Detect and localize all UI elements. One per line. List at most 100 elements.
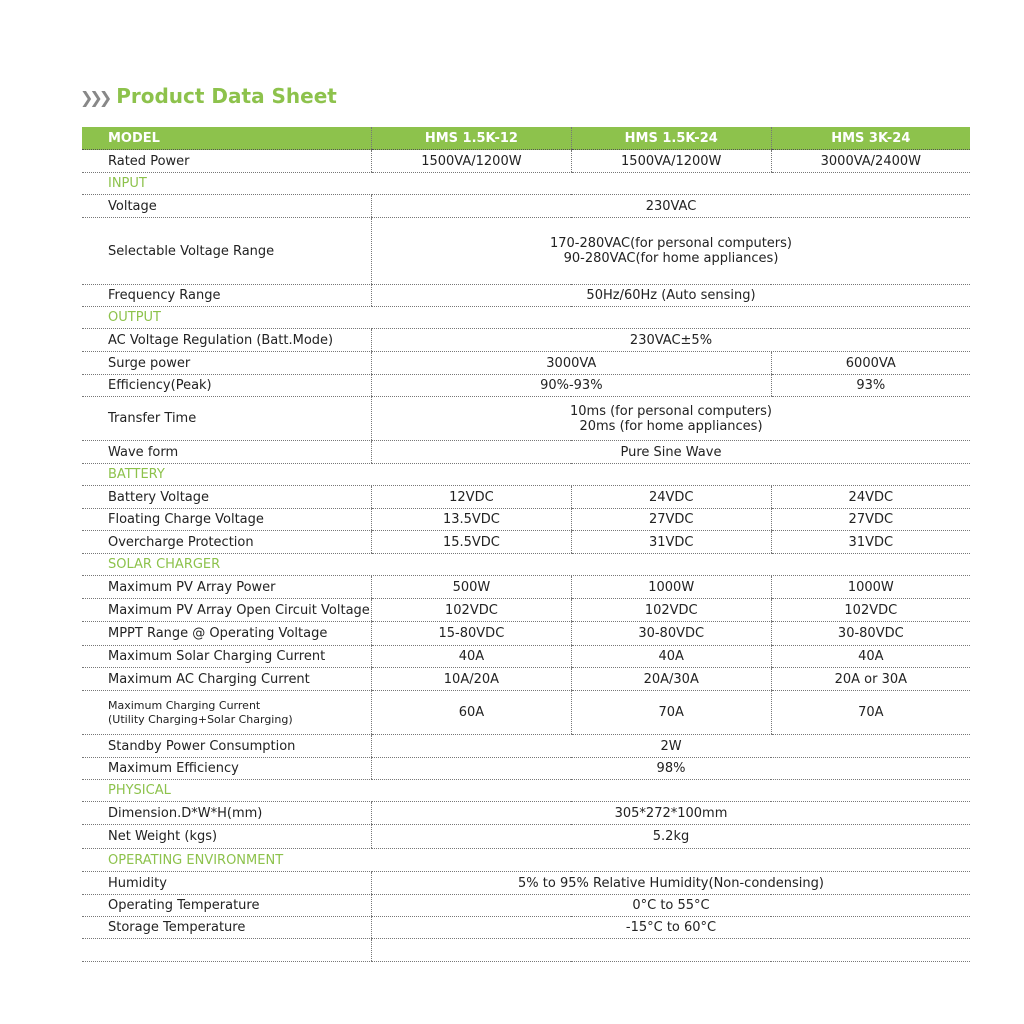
row-label: Frequency Range (82, 284, 372, 307)
row-label: MPPT Range @ Operating Voltage (82, 621, 372, 646)
section-row: OUTPUT (82, 306, 970, 329)
table-row: Humidity 5% to 95% Relative Humidity(Non-… (82, 871, 970, 895)
table-row: Maximum PV Array Power 500W 1000W 1000W (82, 575, 970, 599)
cell-value: 102VDC (570, 598, 772, 622)
cell-value: 15-80VDC (371, 621, 572, 646)
cell-value: 98% (371, 757, 970, 780)
cell-value (371, 938, 970, 962)
cell-value: 170-280VAC(for personal computers) 90-28… (371, 217, 970, 285)
cell-value: 6000VA (770, 351, 970, 375)
cell-value: 10ms (for personal computers) 20ms (for … (371, 396, 970, 441)
cell-value: 30-80VDC (770, 621, 970, 646)
table-row: Maximum Solar Charging Current 40A 40A 40A (82, 645, 970, 668)
row-label: Transfer Time (82, 396, 372, 441)
section-label: OUTPUT (82, 306, 970, 329)
table-row: Overcharge Protection 15.5VDC 31VDC 31VDC (82, 530, 970, 554)
cell-value: 230VAC±5% (371, 328, 970, 352)
cell-value: 305*272*100mm (371, 801, 970, 825)
row-label: Selectable Voltage Range (82, 217, 372, 285)
header-col: HMS 1.5K-12 (371, 127, 572, 150)
cell-value: 40A (770, 645, 970, 668)
table-row: Voltage 230VAC (82, 194, 970, 218)
cell-value: -15°C to 60°C (371, 916, 970, 939)
cell-value: 27VDC (570, 508, 772, 531)
cell-value: 15.5VDC (371, 530, 572, 554)
cell-value: 24VDC (770, 485, 970, 509)
cell-value: 70A (770, 690, 970, 735)
cell-value: 5.2kg (371, 824, 970, 849)
table-row: Rated Power 1500VA/1200W 1500VA/1200W 3000V… (82, 149, 970, 173)
cell-value: 3000VA/2400W (770, 149, 970, 173)
table-row: Efficiency(Peak) 90%-93% 93% (82, 374, 970, 397)
cell-value: 12VDC (371, 485, 572, 509)
row-label: Humidity (82, 871, 372, 895)
row-label: Maximum PV Array Open Circuit Voltage (82, 598, 372, 622)
row-label: Voltage (82, 194, 372, 218)
cell-value: 230VAC (371, 194, 970, 218)
cell-value: 70A (570, 690, 772, 735)
cell-value: 40A (570, 645, 772, 668)
cell-value: 102VDC (371, 598, 572, 622)
row-label: Operating Temperature (82, 894, 372, 917)
cell-value: 20A or 30A (770, 667, 970, 691)
section-row: BATTERY (82, 463, 970, 486)
cell-value: 500W (371, 575, 572, 599)
table-row: Transfer Time 10ms (for personal computer… (82, 396, 970, 441)
cell-value: 93% (770, 374, 970, 397)
cell-value: 31VDC (770, 530, 970, 554)
row-label: Maximum Efficiency (82, 757, 372, 780)
header-col: HMS 1.5K-24 (570, 127, 772, 150)
section-label: INPUT (82, 172, 970, 195)
table-row: Battery Voltage 12VDC 24VDC 24VDC (82, 485, 970, 509)
section-row: OPERATING ENVIRONMENT (82, 848, 970, 872)
header-col: HMS 3K-24 (770, 127, 970, 150)
row-label (82, 938, 372, 962)
table-row: Maximum Charging Current (Utility Chargi… (82, 690, 970, 735)
cell-value: 1000W (770, 575, 970, 599)
table-row: Surge power 3000VA 6000VA (82, 351, 970, 375)
header-model: MODEL (82, 127, 372, 150)
table-row: Wave form Pure Sine Wave (82, 440, 970, 464)
row-label: Wave form (82, 440, 372, 464)
cell-value: 31VDC (570, 530, 772, 554)
row-label: Battery Voltage (82, 485, 372, 509)
cell-value: 13.5VDC (371, 508, 572, 531)
cell-value: 20A/30A (570, 667, 772, 691)
cell-value: 90%-93% (371, 374, 772, 397)
table-row: Dimension.D*W*H(mm) 305*272*100mm (82, 801, 970, 825)
cell-value: Pure Sine Wave (371, 440, 970, 464)
table-header: MODEL HMS 1.5K-12 HMS 1.5K-24 HMS 3K-24 (82, 127, 970, 150)
table-row: Storage Temperature -15°C to 60°C (82, 916, 970, 939)
section-label: PHYSICAL (82, 779, 970, 802)
cell-value: 60A (371, 690, 572, 735)
table-row: Maximum AC Charging Current 10A/20A 20A/30… (82, 667, 970, 691)
cell-value: 40A (371, 645, 572, 668)
cell-value: 3000VA (371, 351, 772, 375)
cell-value: 10A/20A (371, 667, 572, 691)
row-label: Storage Temperature (82, 916, 372, 939)
table-row: Net Weight (kgs) 5.2kg (82, 824, 970, 849)
section-row: PHYSICAL (82, 779, 970, 802)
row-label: Floating Charge Voltage (82, 508, 372, 531)
table-row: AC Voltage Regulation (Batt.Mode) 230VAC±… (82, 328, 970, 352)
row-label: Dimension.D*W*H(mm) (82, 801, 372, 825)
row-label: Standby Power Consumption (82, 734, 372, 758)
table-row: Floating Charge Voltage 13.5VDC 27VDC 27VDC (82, 508, 970, 531)
cell-value: 5% to 95% Relative Humidity(Non-condensi… (371, 871, 970, 895)
row-label: Maximum AC Charging Current (82, 667, 372, 691)
table-row: Selectable Voltage Range 170-280VAC(for p… (82, 217, 970, 285)
row-label: Efficiency(Peak) (82, 374, 372, 397)
section-label: SOLAR CHARGER (82, 553, 970, 576)
spec-table: MODEL HMS 1.5K-12 HMS 1.5K-24 HMS 3K-24 … (82, 127, 970, 962)
cell-value: 1000W (570, 575, 772, 599)
row-label: Rated Power (82, 149, 372, 173)
row-label: Surge power (82, 351, 372, 375)
cell-value: 24VDC (570, 485, 772, 509)
table-row: Frequency Range 50Hz/60Hz (Auto sensing) (82, 284, 970, 307)
table-row: Maximum PV Array Open Circuit Voltage 102… (82, 598, 970, 622)
cell-value: 1500VA/1200W (371, 149, 572, 173)
table-row (82, 938, 970, 962)
table-row: MPPT Range @ Operating Voltage 15-80VDC 30… (82, 621, 970, 646)
section-row: SOLAR CHARGER (82, 553, 970, 576)
cell-value: 102VDC (770, 598, 970, 622)
